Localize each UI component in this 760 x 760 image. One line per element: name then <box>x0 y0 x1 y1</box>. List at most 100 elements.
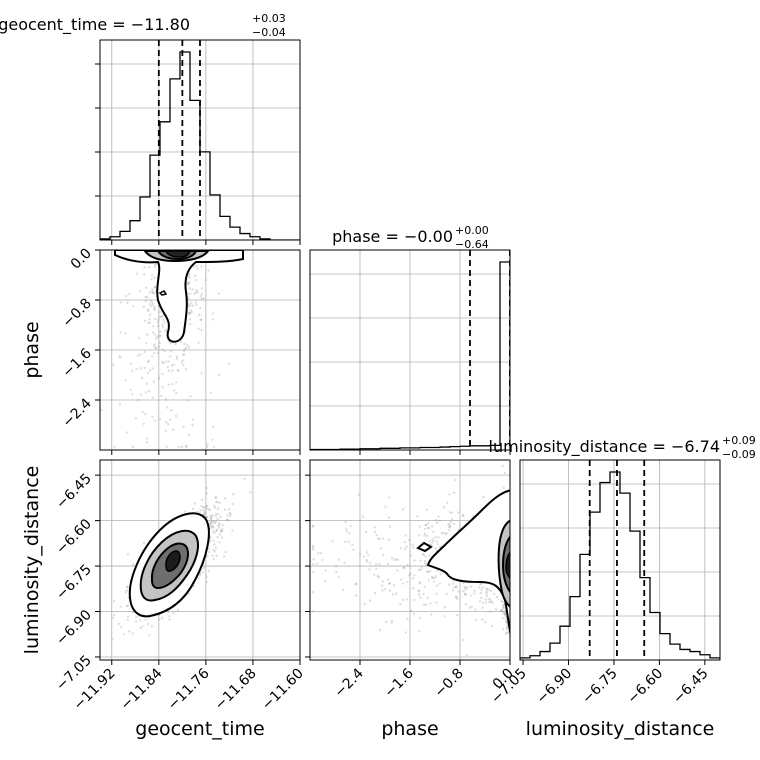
sample-point <box>210 516 213 519</box>
sample-point <box>483 620 487 624</box>
y-tick-label: −6.75 <box>53 562 95 604</box>
sample-point <box>432 576 436 580</box>
sample-point <box>435 601 438 604</box>
x-tick-label: −11.60 <box>259 666 307 714</box>
sample-point <box>427 526 431 530</box>
sample-point <box>378 537 381 541</box>
sample-point <box>146 371 149 375</box>
sample-point <box>464 603 467 606</box>
sample-point <box>412 612 416 616</box>
sample-point <box>142 422 145 425</box>
sample-point <box>157 377 161 380</box>
histogram-geocent_time <box>100 40 300 240</box>
sample-point <box>168 618 171 621</box>
sample-point <box>202 566 206 570</box>
sample-point <box>218 540 221 544</box>
sample-point <box>199 294 203 298</box>
sample-point <box>184 347 187 351</box>
sample-point <box>455 586 458 589</box>
sample-point <box>416 515 419 518</box>
sample-point <box>419 616 422 619</box>
sample-point <box>421 553 424 556</box>
sample-point <box>438 582 442 585</box>
sample-point <box>145 295 149 299</box>
sample-point <box>187 346 191 349</box>
sample-point <box>145 437 149 440</box>
sample-point <box>126 618 130 622</box>
sample-point <box>217 373 221 377</box>
sample-point <box>503 613 507 616</box>
sample-point <box>176 369 180 372</box>
sample-point <box>377 575 380 579</box>
contour-core <box>164 250 191 258</box>
x-tick-label: −11.84 <box>118 665 166 713</box>
sample-point <box>187 296 190 299</box>
sample-point <box>205 580 208 584</box>
sample-point <box>410 609 413 612</box>
sample-point <box>223 497 227 500</box>
sample-point <box>399 547 403 550</box>
sample-point <box>194 291 198 294</box>
sample-point <box>366 554 370 557</box>
sample-point <box>150 625 154 628</box>
sample-point <box>211 438 214 441</box>
sample-point <box>206 443 209 446</box>
sample-point <box>188 305 191 308</box>
sample-point <box>160 394 163 398</box>
sample-point <box>388 589 392 593</box>
sample-point <box>343 540 347 544</box>
sample-point <box>143 266 146 269</box>
sample-point <box>447 583 451 586</box>
sample-point <box>166 406 169 409</box>
sample-point <box>211 525 215 528</box>
sample-point <box>444 532 447 536</box>
title-luminosity-distance-main: luminosity_distance = −6.74 <box>489 437 720 457</box>
sample-point <box>189 395 192 398</box>
sample-point <box>480 596 483 600</box>
sample-point <box>195 303 198 307</box>
sample-point <box>215 529 218 532</box>
sample-point <box>218 526 221 529</box>
title-phase-plus: +0.00 <box>455 224 489 237</box>
sample-point <box>380 584 384 587</box>
sample-point <box>493 592 496 596</box>
sample-point <box>122 633 125 636</box>
sample-point <box>424 523 428 527</box>
sample-point <box>435 592 438 595</box>
sample-point <box>124 331 127 335</box>
sample-point <box>378 629 382 632</box>
sample-point <box>153 333 157 336</box>
sample-point <box>191 288 194 291</box>
sample-point <box>434 575 438 578</box>
sample-point <box>319 551 323 555</box>
sample-point <box>487 597 490 600</box>
sample-point <box>450 517 454 521</box>
sample-point <box>402 598 405 602</box>
sample-point <box>504 618 508 621</box>
sample-point <box>180 445 184 449</box>
sample-point <box>208 522 212 526</box>
sample-point <box>406 617 409 621</box>
histogram-outline <box>310 261 510 450</box>
sample-point <box>146 333 149 336</box>
sample-point <box>187 302 190 306</box>
sample-point <box>153 419 157 422</box>
sample-point <box>418 525 421 528</box>
sample-point <box>152 344 156 348</box>
sample-point <box>501 616 505 620</box>
title-luminosity-distance-minus: −0.09 <box>722 448 756 461</box>
sample-point <box>311 546 315 549</box>
sample-point <box>153 351 156 355</box>
sample-point <box>424 559 427 563</box>
sample-point <box>503 471 506 475</box>
sample-point <box>474 608 477 611</box>
sample-point <box>426 522 430 525</box>
sample-point <box>207 269 210 272</box>
sample-point <box>503 612 507 615</box>
sample-point <box>379 547 382 550</box>
sample-point <box>485 588 489 591</box>
sample-point <box>166 423 170 426</box>
sample-point <box>436 542 439 546</box>
sample-point <box>482 495 485 499</box>
sample-point <box>402 566 405 570</box>
